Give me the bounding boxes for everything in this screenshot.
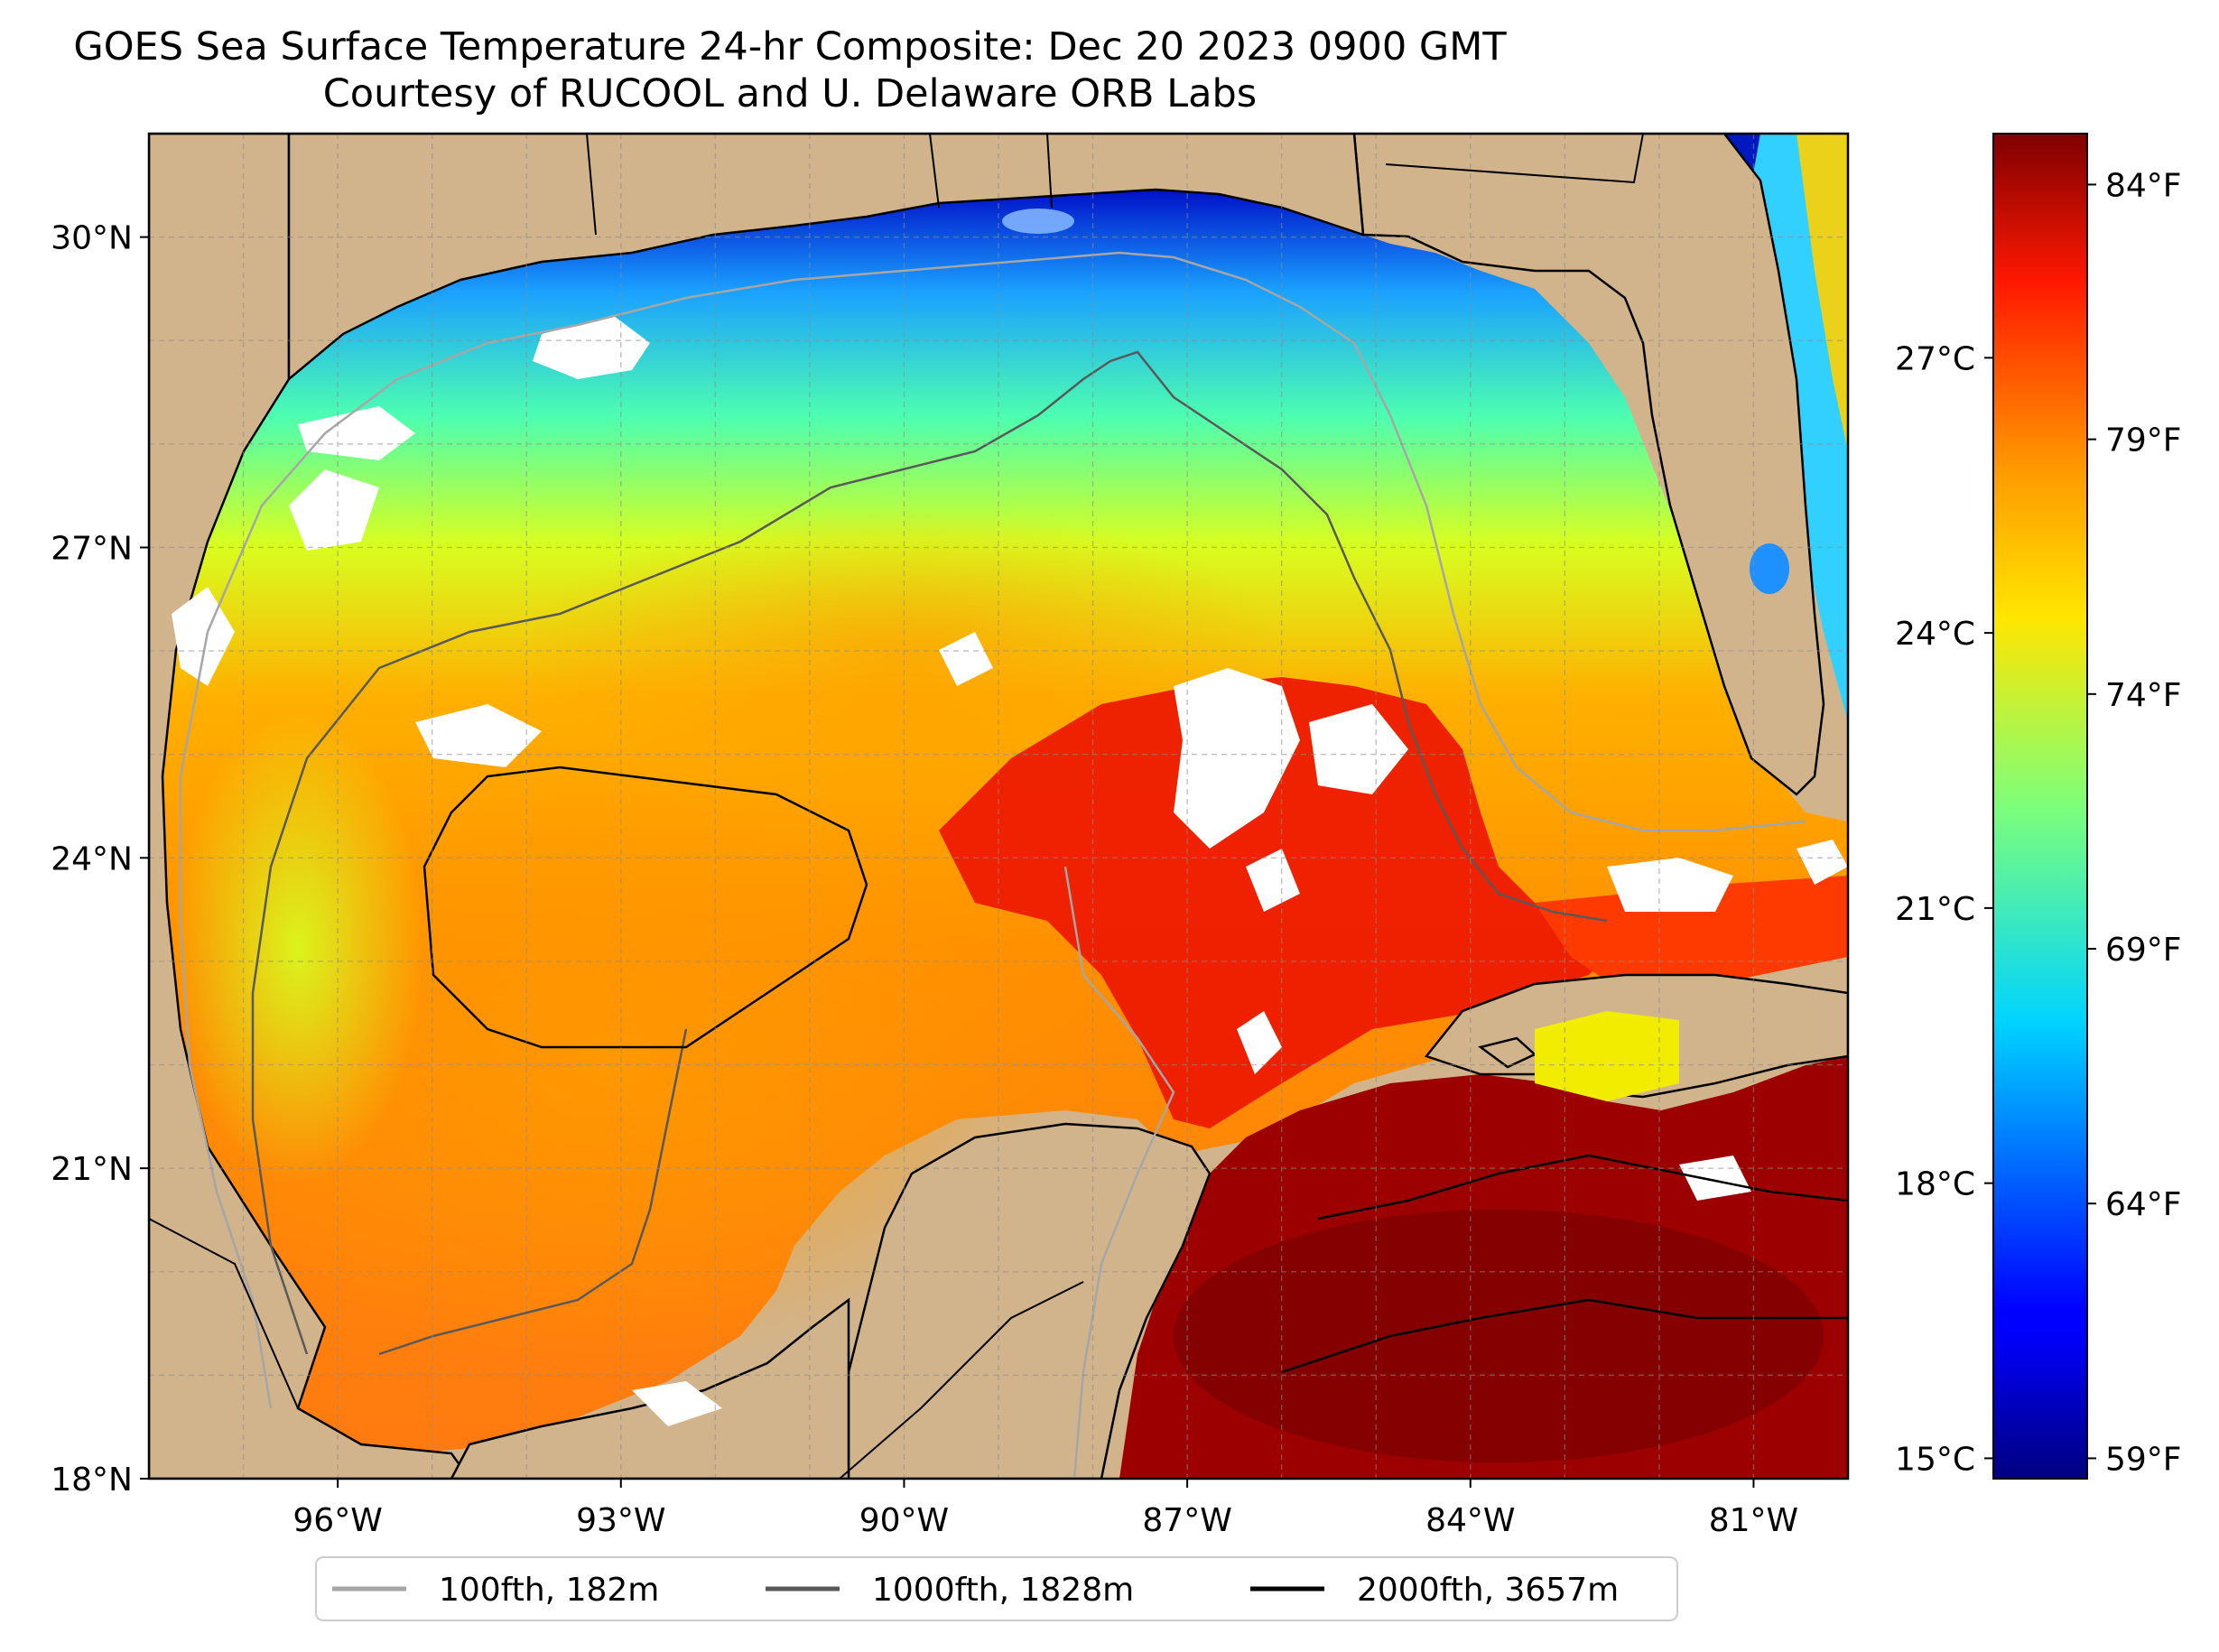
colorbar-celsius-axis: 27°C 24°C 21°C 18°C 15°C <box>1895 340 1993 1478</box>
colorbar-c-label: 27°C <box>1895 340 1975 377</box>
map-frame <box>147 132 1850 1480</box>
gulf-stream-warm <box>1797 134 1848 451</box>
florida-peninsula <box>1352 134 1825 796</box>
lake-pontchartrain <box>1002 209 1074 234</box>
lon-tick-label: 93°W <box>576 1502 665 1539</box>
colorbar-f-label: 69°F <box>2105 932 2182 969</box>
latitude-axis: 30°N 27°N 24°N 21°N 18°N <box>51 220 149 1499</box>
lat-tick-label: 24°N <box>51 840 133 877</box>
lon-tick-label: 81°W <box>1709 1502 1798 1539</box>
lat-tick-label: 27°N <box>51 530 133 567</box>
mexico-south-coast <box>450 1297 850 1479</box>
map-panel <box>149 134 1848 1479</box>
contour-2000fth <box>422 766 1848 1374</box>
bathymetry-contours <box>179 251 1848 1479</box>
colorbar-f-label: 64°F <box>2105 1186 2182 1223</box>
lat-tick-label: 21°N <box>51 1151 133 1188</box>
legend-box <box>315 1556 1678 1621</box>
cuba-shelf-warm <box>1535 1011 1679 1101</box>
us-gulf-coast <box>287 134 1365 382</box>
lon-tick-label: 96°W <box>292 1502 382 1539</box>
contour-100fth <box>179 251 1806 1479</box>
lat-tick-label: 30°N <box>51 220 133 257</box>
colorbar <box>1992 133 2088 1480</box>
colorbar-c-label: 18°C <box>1895 1166 1975 1203</box>
colorbar-c-label: 21°C <box>1895 891 1975 928</box>
colorbar-fahrenheit-axis: 84°F 79°F 74°F 69°F 64°F 59°F <box>2087 167 2182 1478</box>
legend-label: 1000fth, 1828m <box>872 1572 1134 1609</box>
lat-tick-label: 18°N <box>51 1462 133 1499</box>
colorbar-c-label: 15°C <box>1895 1441 1975 1478</box>
title-line-2: Courtesy of RUCOOL and U. Delaware ORB L… <box>322 71 1258 116</box>
map-gridlines <box>149 134 1848 1479</box>
contour-1000fth <box>251 350 1608 1356</box>
straits-warm <box>1535 876 1848 993</box>
colorbar-f-label: 79°F <box>2105 422 2182 459</box>
legend: 100fth, 182m 1000fth, 1828m 2000fth, 3657m <box>315 1556 1678 1621</box>
colorbar-f-label: 59°F <box>2105 1441 2182 1478</box>
colorbar-f-label: 74°F <box>2105 677 2182 714</box>
legend-label: 2000fth, 3657m <box>1357 1572 1619 1609</box>
colorbar-c-label: 24°C <box>1895 616 1975 653</box>
figure-title: GOES Sea Surface Temperature 24-hr Compo… <box>0 23 1580 117</box>
lon-tick-label: 90°W <box>859 1502 949 1539</box>
political-borders <box>149 134 1644 1479</box>
caribbean-core <box>1174 1210 1824 1462</box>
lake-okeechobee <box>1750 543 1789 594</box>
longitude-axis: 96°W 93°W 90°W 87°W 84°W 81°W <box>292 1479 1798 1539</box>
cloud-masks <box>172 316 1848 1426</box>
title-line-1: GOES Sea Surface Temperature 24-hr Compo… <box>73 24 1507 70</box>
atlantic-sst-field <box>1711 134 1848 722</box>
legend-label: 100fth, 182m <box>439 1572 659 1609</box>
lon-tick-label: 87°W <box>1142 1502 1231 1539</box>
colorbar-f-label: 84°F <box>2105 167 2182 204</box>
lon-tick-label: 84°W <box>1425 1502 1515 1539</box>
